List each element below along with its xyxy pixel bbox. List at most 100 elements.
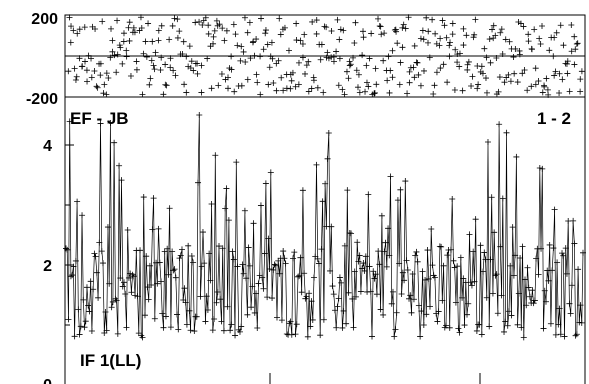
phase-point [454,51,461,58]
phase-point [384,77,391,84]
phase-point [550,53,557,60]
phase-point [452,46,459,53]
phase-point [336,55,343,62]
phase-point [199,21,206,28]
amplitude-point [122,291,129,298]
phase-panel: 200 -200 [26,11,586,108]
amplitude-point [334,303,341,310]
phase-point [346,58,353,65]
amplitude-point [515,290,522,297]
phase-point [257,53,264,60]
phase-point [386,89,393,96]
phase-point [119,60,126,67]
amplitude-point [63,245,69,252]
amplitude-point [108,304,115,311]
amplitude-point [542,298,549,305]
phase-point [242,58,249,65]
phase-point [356,89,363,96]
amplitude-point [206,250,213,257]
phase-point [133,58,140,65]
phase-point [553,29,560,36]
phase-point [563,60,570,67]
amplitude-point [311,274,318,281]
amplitude-point [273,314,280,321]
amplitude-point [296,272,303,279]
amp-ytick-0: 0 [43,377,52,384]
phase-point [223,27,230,34]
phase-point [389,47,396,54]
phase-point [531,26,538,33]
amplitude-point [281,255,288,262]
amplitude-point [64,246,71,253]
amplitude-point [102,309,109,316]
amplitude-point [497,243,504,250]
amplitude-point [580,249,586,256]
amplitude-point [422,276,429,283]
amplitude-point [148,281,155,288]
amplitude-point [578,319,585,326]
phase-point [343,68,350,75]
phase-point [568,48,575,55]
amplitude-point [460,275,467,282]
phase-point [321,23,328,30]
phase-point [539,89,546,96]
amplitude-point [350,324,357,331]
amplitude-point [415,302,422,309]
amplitude-point [461,322,468,329]
polarization-label: IF 1(LL) [80,351,141,370]
amplitude-point [254,325,261,332]
amplitude-point [434,318,441,325]
phase-point [460,25,467,32]
phase-point [250,38,257,45]
amplitude-point [134,293,141,300]
amplitude-point [398,291,405,298]
amplitude-point [414,258,421,265]
amplitude-point [118,177,125,184]
amplitude-point [135,330,142,337]
amplitude-point [128,289,135,296]
amplitude-point [177,252,184,259]
amplitude-point [182,299,189,306]
phase-point [571,61,578,68]
amplitude-point [554,259,561,266]
phase-point [339,86,346,93]
amplitude-point [104,224,111,231]
phase-point [544,86,551,93]
amplitude-point [93,269,100,276]
amplitude-point [149,226,156,233]
amplitude-point [470,248,477,255]
amplitude-point [154,280,161,287]
amplitude-point [481,249,488,256]
amplitude-point [336,274,343,281]
amplitude-point [447,246,454,253]
amplitude-point [391,333,398,340]
amplitude-point [319,198,326,205]
phase-point [328,27,335,34]
amplitude-point [282,260,289,267]
phase-point [244,76,251,83]
amplitude-point [248,304,255,311]
phase-point [167,55,174,62]
amplitude-line [65,114,584,339]
phase-point [454,59,461,66]
phase-point [84,78,91,85]
amplitude-point [561,333,568,340]
amplitude-point [439,297,446,304]
amplitude-point [352,293,359,300]
amplitude-point [72,257,79,264]
amplitude-point [362,253,369,260]
amplitude-point [513,153,520,160]
phase-point [486,36,493,43]
phase-point [158,22,165,29]
amplitude-point [345,289,352,296]
amplitude-point [241,207,248,214]
phase-point [237,57,244,64]
amplitude-point [162,313,169,320]
amplitude-point [297,254,304,261]
amplitude-point [536,165,543,172]
amplitude-point [444,252,451,259]
phase-point [140,50,147,57]
phase-point [449,31,456,38]
amplitude-point [211,316,218,323]
